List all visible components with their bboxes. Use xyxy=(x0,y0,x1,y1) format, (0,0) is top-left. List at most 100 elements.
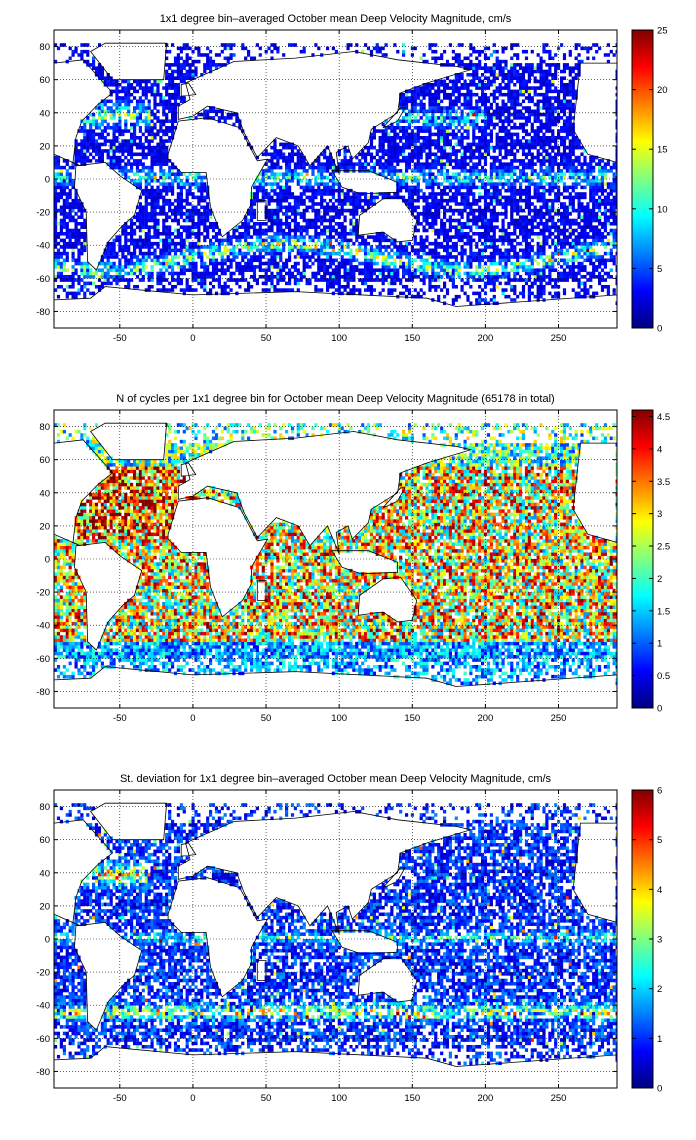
heatmap-cell xyxy=(97,275,102,279)
heatmap-cell xyxy=(407,152,412,157)
heatmap-cell xyxy=(296,212,300,216)
heatmap-cell xyxy=(574,195,578,200)
heatmap-cell xyxy=(521,215,526,219)
heatmap-cell xyxy=(311,162,315,166)
heatmap-cell xyxy=(595,205,599,210)
heatmap-cell xyxy=(501,195,505,200)
heatmap-cell xyxy=(320,205,324,210)
heatmap-cell xyxy=(592,251,596,256)
heatmap-cell xyxy=(340,255,344,259)
heatmap-cell xyxy=(54,245,58,249)
heatmap-cell xyxy=(285,192,289,196)
heatmap-cell xyxy=(562,182,567,186)
heatmap-cell xyxy=(583,275,587,279)
heatmap-cell xyxy=(495,248,499,253)
heatmap-cell xyxy=(513,291,517,296)
heatmap-cell xyxy=(299,179,303,183)
heatmap-cell xyxy=(510,188,514,193)
heatmap-cell xyxy=(65,175,69,180)
heatmap-cell xyxy=(56,261,61,266)
heatmap-cell xyxy=(308,205,312,210)
heatmap-cell xyxy=(565,205,569,210)
heatmap-cell xyxy=(612,241,616,246)
heatmap-cell xyxy=(551,241,555,246)
heatmap-cell xyxy=(203,208,207,213)
heatmap-cell xyxy=(343,195,347,200)
heatmap-cell xyxy=(83,235,87,239)
heatmap-cell xyxy=(554,195,558,200)
heatmap-cell xyxy=(282,238,286,243)
heatmap-cell xyxy=(331,248,335,253)
heatmap-cell xyxy=(285,235,289,239)
heatmap-cell xyxy=(466,205,470,210)
heatmap-cell xyxy=(71,232,75,236)
heatmap-cell xyxy=(595,228,599,233)
heatmap-cell xyxy=(378,155,382,160)
heatmap-cell xyxy=(443,232,447,236)
heatmap-cell xyxy=(489,251,493,256)
heatmap-cell xyxy=(583,169,587,173)
heatmap-cell xyxy=(150,258,154,263)
heatmap-cell xyxy=(513,198,517,203)
heatmap-cell xyxy=(501,169,505,173)
heatmap-cell xyxy=(375,152,379,157)
heatmap-cell xyxy=(451,198,455,203)
heatmap-cell xyxy=(378,192,382,196)
heatmap-cell xyxy=(437,285,441,289)
heatmap-cell xyxy=(352,192,356,196)
heatmap-cell xyxy=(460,202,464,206)
heatmap-cell xyxy=(138,235,142,239)
heatmap-cell xyxy=(489,208,493,213)
heatmap-cell xyxy=(188,265,192,269)
heatmap-cell xyxy=(346,238,350,243)
heatmap-cell xyxy=(65,202,69,206)
heatmap-cell xyxy=(343,235,347,239)
heatmap-cell xyxy=(425,152,429,157)
heatmap-cell xyxy=(378,162,382,166)
heatmap-cell xyxy=(498,152,502,157)
heatmap-cell xyxy=(615,165,617,170)
heatmap-cell xyxy=(598,198,602,203)
heatmap-cell xyxy=(542,162,546,166)
heatmap-cell xyxy=(288,248,292,253)
heatmap-cell xyxy=(478,285,482,289)
heatmap-cell xyxy=(247,225,251,229)
heatmap-cell xyxy=(562,238,567,243)
heatmap-cell xyxy=(71,228,75,233)
heatmap-cell xyxy=(226,241,230,246)
heatmap-cell xyxy=(94,271,99,276)
heatmap-cell xyxy=(133,238,137,243)
heatmap-cell xyxy=(314,232,318,236)
heatmap-cell xyxy=(285,232,289,236)
heatmap-cell xyxy=(62,248,66,253)
heatmap-cell xyxy=(159,251,163,256)
heatmap-cell xyxy=(323,155,327,160)
heatmap-cell xyxy=(554,222,558,226)
heatmap-cell xyxy=(223,248,227,253)
heatmap-cell xyxy=(524,268,529,272)
heatmap-cell xyxy=(413,241,417,246)
heatmap-cell xyxy=(185,212,189,216)
heatmap-cell xyxy=(71,248,75,253)
heatmap-cell xyxy=(252,198,257,203)
heatmap-cell xyxy=(317,232,321,236)
heatmap-cell xyxy=(475,175,479,180)
heatmap-cell xyxy=(141,268,145,272)
heatmap-cell xyxy=(314,271,318,276)
heatmap-cell xyxy=(77,155,81,160)
heatmap-cell xyxy=(153,258,157,263)
heatmap-cell xyxy=(159,208,163,213)
heatmap-cell xyxy=(100,152,104,157)
heatmap-cell xyxy=(182,212,186,216)
heatmap-cell xyxy=(445,175,450,180)
heatmap-cell xyxy=(331,281,335,286)
heatmap-cell xyxy=(615,238,617,243)
heatmap-cell xyxy=(282,188,286,193)
heatmap-cell xyxy=(352,271,356,276)
heatmap-cell xyxy=(355,265,359,269)
heatmap-cell xyxy=(393,278,397,282)
heatmap-cell xyxy=(463,198,467,203)
heatmap-cell xyxy=(229,288,233,292)
heatmap-cell xyxy=(530,155,534,160)
heatmap-cell xyxy=(138,195,142,200)
